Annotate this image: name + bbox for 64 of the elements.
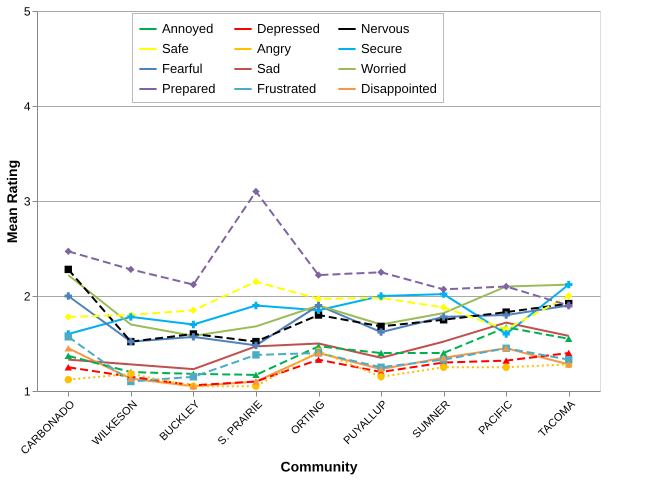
- point: [190, 333, 198, 341]
- point: [190, 306, 198, 314]
- y-tick-label: 2: [24, 290, 31, 304]
- point: [440, 364, 448, 371]
- point: [565, 350, 572, 356]
- point: [64, 376, 72, 384]
- point: [190, 373, 198, 380]
- point: [252, 278, 260, 286]
- point: [314, 295, 322, 303]
- legend-label: Sad: [257, 61, 280, 76]
- point: [565, 280, 572, 288]
- point: [64, 352, 72, 360]
- point: [440, 286, 448, 294]
- point: [252, 302, 260, 310]
- y-tick-label: 3: [24, 194, 31, 208]
- point: [502, 330, 510, 338]
- point: [64, 248, 72, 256]
- x-axis-title: Community: [280, 458, 358, 474]
- point: [314, 271, 322, 279]
- legend-label: Fearful: [162, 61, 203, 76]
- point: [502, 357, 510, 364]
- y-tick-label: 1: [24, 384, 31, 398]
- point: [127, 266, 135, 274]
- point: [64, 292, 72, 300]
- legend-label: Secure: [361, 41, 402, 56]
- point: [377, 268, 385, 276]
- y-tick-label: 5: [24, 4, 31, 18]
- point: [314, 356, 322, 363]
- legend-label: Prepared: [162, 81, 216, 96]
- point: [377, 373, 385, 380]
- legend-label: Angry: [257, 41, 292, 56]
- legend-label: Annoyed: [162, 21, 214, 36]
- point: [252, 342, 260, 350]
- point: [127, 370, 135, 378]
- legend-label: Safe: [162, 41, 189, 56]
- point: [190, 320, 198, 328]
- point: [377, 322, 385, 330]
- point: [252, 372, 260, 378]
- point: [377, 328, 385, 336]
- point: [64, 345, 72, 352]
- point: [252, 351, 260, 359]
- point: [440, 304, 448, 312]
- y-tick-label: 4: [24, 100, 31, 114]
- point: [64, 313, 72, 321]
- point: [64, 333, 72, 341]
- point: [565, 336, 572, 342]
- point: [502, 311, 510, 319]
- legend-label: Worried: [361, 61, 406, 76]
- point: [377, 350, 385, 356]
- point: [252, 188, 260, 196]
- point: [440, 313, 448, 321]
- point: [64, 266, 72, 274]
- point: [64, 364, 72, 370]
- y-axis-title: Mean Rating: [4, 160, 20, 244]
- point: [190, 280, 198, 288]
- point: [314, 302, 322, 310]
- legend-label: Frustrated: [257, 81, 316, 96]
- point: [565, 356, 572, 364]
- point: [440, 354, 448, 361]
- point: [502, 364, 510, 371]
- legend-label: Nervous: [361, 21, 410, 36]
- point: [502, 282, 510, 290]
- legend-label: Depressed: [257, 21, 320, 36]
- legend-label: Disappointed: [361, 81, 437, 96]
